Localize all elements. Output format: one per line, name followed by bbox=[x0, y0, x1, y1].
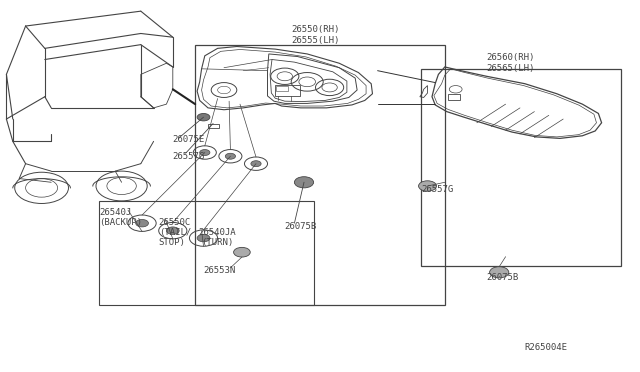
Text: 26550(RH): 26550(RH) bbox=[291, 25, 340, 34]
Text: 26555(LH): 26555(LH) bbox=[291, 36, 340, 45]
Text: R265004E: R265004E bbox=[525, 343, 568, 352]
Circle shape bbox=[294, 177, 314, 188]
Bar bbox=[99, 201, 314, 305]
Text: 26075B: 26075B bbox=[486, 273, 518, 282]
Text: 26540J: 26540J bbox=[99, 208, 131, 217]
Bar bbox=[448, 94, 460, 100]
Circle shape bbox=[225, 153, 236, 159]
Circle shape bbox=[234, 247, 250, 257]
Text: 26565(LH): 26565(LH) bbox=[486, 64, 535, 73]
Text: 26540JA: 26540JA bbox=[198, 228, 236, 237]
Text: (BACKUP): (BACKUP) bbox=[99, 218, 142, 227]
Bar bbox=[421, 69, 621, 266]
Text: (TAIL/: (TAIL/ bbox=[159, 228, 191, 237]
Text: 26550C: 26550C bbox=[159, 218, 191, 227]
Circle shape bbox=[197, 234, 210, 242]
Circle shape bbox=[136, 219, 148, 227]
Text: 26553N: 26553N bbox=[204, 266, 236, 275]
Circle shape bbox=[490, 267, 509, 278]
Text: (TURN): (TURN) bbox=[202, 238, 234, 247]
Circle shape bbox=[197, 113, 210, 121]
Circle shape bbox=[251, 161, 261, 167]
Text: 26075E: 26075E bbox=[173, 135, 205, 144]
Bar bbox=[208, 124, 219, 128]
Circle shape bbox=[166, 227, 179, 234]
Text: 26075B: 26075B bbox=[285, 222, 317, 231]
Bar bbox=[275, 85, 300, 96]
Circle shape bbox=[200, 150, 210, 155]
Bar bbox=[195, 45, 445, 305]
Text: 26557G: 26557G bbox=[421, 185, 453, 194]
Text: 26560(RH): 26560(RH) bbox=[486, 53, 535, 62]
Text: STOP): STOP) bbox=[159, 238, 186, 247]
Circle shape bbox=[419, 181, 436, 191]
Text: 26557G: 26557G bbox=[173, 152, 205, 161]
Bar bbox=[276, 86, 288, 91]
